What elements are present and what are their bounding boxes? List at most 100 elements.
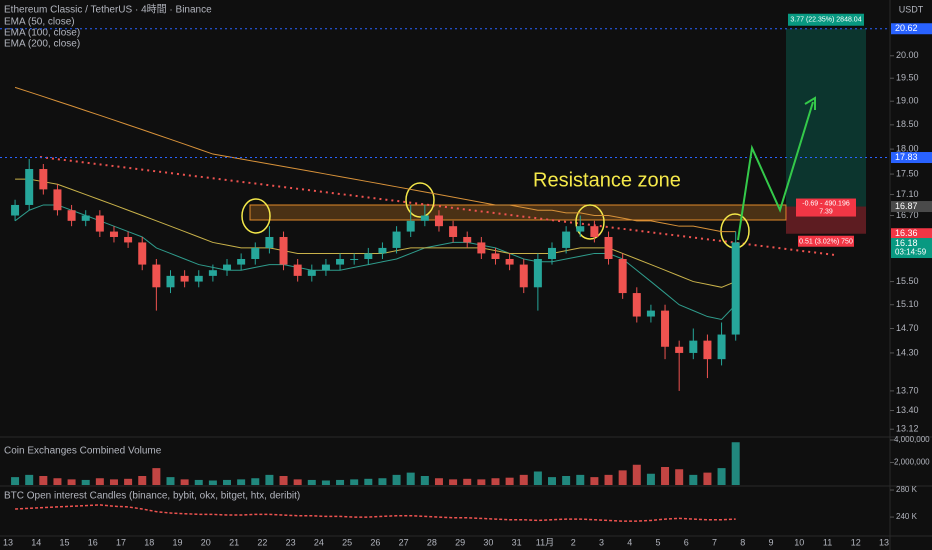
volume-bar (632, 464, 641, 485)
candle-body (95, 215, 104, 232)
candle-body (675, 346, 684, 353)
open-interest-line (15, 504, 736, 522)
y-tick-label: 240 K (896, 512, 918, 521)
candle-body (604, 236, 613, 259)
x-tick-label: 4 (627, 537, 632, 547)
candle-body (590, 226, 599, 237)
legend-entry: EMA (50, close) (4, 17, 75, 28)
candle-body (350, 258, 359, 260)
volume-bar (208, 480, 217, 485)
y-tick-label: 15.10 (896, 299, 919, 309)
x-tick-label: 11 (823, 537, 832, 547)
y-tick-label: 18.00 (896, 143, 919, 153)
x-tick-label: 20 (201, 537, 211, 547)
countdown: 03:14:59 (895, 248, 927, 257)
x-tick-label: 6 (684, 537, 689, 547)
circle (575, 204, 605, 240)
position-entry-label: -0.69 - 490.196 (802, 200, 850, 207)
volume-bar (618, 470, 627, 485)
y-tick-label: 15.50 (896, 276, 919, 286)
volume-bar (336, 479, 345, 485)
candle-body (689, 340, 698, 353)
volume-bar (646, 473, 655, 485)
volume-bar (491, 478, 500, 485)
candle-body (434, 215, 443, 227)
volume-bar (180, 479, 189, 485)
price-label-box (891, 228, 932, 240)
legend-entry: EMA (100, close) (4, 28, 80, 39)
price-label: 16.36 (895, 228, 918, 238)
legend-entry: EMA (200, close) (4, 39, 80, 50)
volume-bar (307, 479, 316, 485)
x-tick-label: 18 (144, 537, 154, 547)
volume-bar (81, 479, 90, 485)
volume-bar (533, 471, 542, 485)
x-tick-label: 26 (370, 537, 380, 547)
x-tick-label: 3 (599, 537, 604, 547)
x-tick-label: 31 (512, 537, 522, 547)
y-tick-label: 17.50 (896, 168, 919, 178)
volume-bar (95, 478, 104, 485)
volume-bar (434, 478, 443, 485)
y-tick-label: 18.50 (896, 119, 919, 129)
candle-body (25, 169, 34, 205)
volume-bar (364, 478, 373, 485)
label-box (798, 235, 854, 247)
candle-body (180, 275, 189, 282)
x-tick-label: 22 (257, 537, 267, 547)
x-tick-label: 7 (712, 537, 717, 547)
position-stop-label: 0.51 (3.02%) 750 (799, 239, 853, 246)
volume-bar (53, 478, 62, 485)
candle-body (562, 231, 571, 248)
volume-bar (138, 476, 147, 485)
ema-line (14, 204, 737, 321)
price-label: 17.83 (895, 152, 918, 162)
volume-bar (661, 467, 670, 485)
candle-body (463, 236, 472, 243)
candle-body (336, 258, 345, 265)
x-tick-label: 12 (851, 537, 861, 547)
trendline (39, 156, 836, 256)
price-label-box (891, 201, 932, 213)
candle-body (406, 220, 415, 232)
volume-bar (505, 477, 514, 485)
x-tick-label: 13 (3, 537, 13, 547)
candle-body (364, 253, 373, 259)
candle-body (251, 247, 260, 259)
candle-body (138, 242, 147, 265)
symbol-title: Ethereum Classic / TetherUS · 4時間 · Bina… (4, 4, 212, 16)
volume-bar (152, 468, 161, 485)
x-tick-label: 27 (399, 537, 409, 547)
label-box (788, 13, 864, 26)
volume-bar (109, 479, 118, 485)
volume-bar (11, 477, 20, 485)
y-tick-label: 20.00 (896, 50, 919, 60)
candle-body (321, 264, 330, 271)
candle-body (208, 270, 217, 276)
position-target-label: 3.77 (22.35%) 2848.04 (790, 17, 861, 24)
volume-bar (406, 472, 415, 485)
y-tick-label: 13.12 (896, 424, 919, 434)
candle-body (576, 226, 585, 232)
volume-bar (576, 474, 585, 485)
candle-body (392, 231, 401, 248)
volume-bar (237, 479, 246, 485)
volume-bar (689, 474, 698, 485)
volume-bar (548, 477, 557, 485)
volume-bar (223, 479, 232, 485)
volume-bar (39, 476, 48, 485)
y-tick-label: 16.70 (896, 210, 919, 220)
candle-body (646, 310, 655, 317)
currency: USDT (899, 4, 924, 14)
volume-bar (293, 479, 302, 485)
candle-body (618, 258, 627, 294)
ema-line (15, 178, 736, 288)
candle-body (124, 236, 133, 243)
y-tick-label: 19.50 (896, 73, 919, 83)
price-label: 16.87 (895, 201, 918, 211)
x-tick-label: 16 (88, 537, 98, 547)
x-tick-label: 11月 (536, 537, 554, 547)
y-tick-label: 4,000,000 (894, 435, 930, 444)
x-tick-label: 15 (60, 537, 70, 547)
candle-body (81, 215, 90, 221)
